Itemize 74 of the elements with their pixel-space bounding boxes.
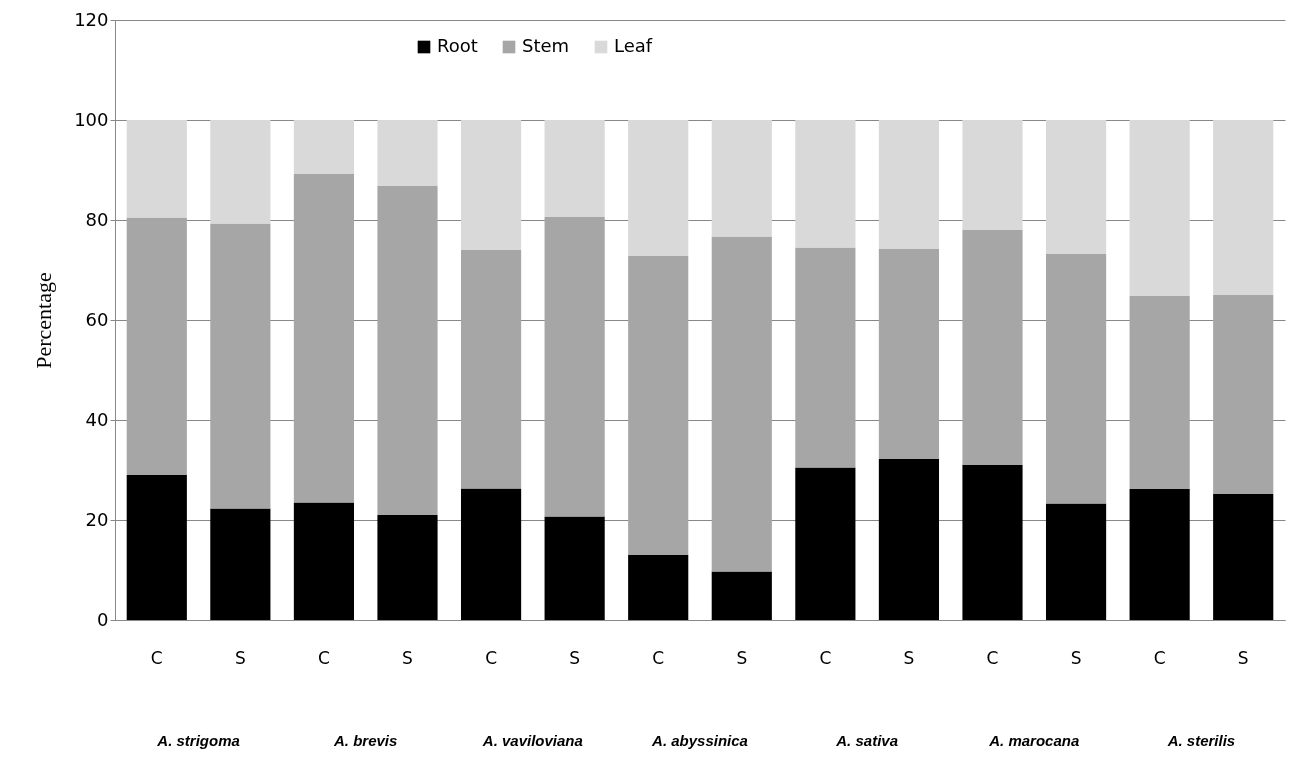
bar: [126, 475, 187, 620]
text: A. marocana: [989, 732, 1080, 749]
legend-label: Stem: [522, 35, 570, 56]
y-tick-label: 120: [74, 8, 109, 30]
bar: [377, 120, 438, 186]
bar: [711, 571, 772, 620]
text: A. brevis: [334, 732, 398, 749]
y-tick-label: 0: [97, 608, 109, 630]
bar: [711, 236, 772, 572]
bar: [795, 467, 856, 620]
bar: [1129, 489, 1190, 620]
bar: [1213, 494, 1274, 620]
bar: [878, 249, 940, 459]
bar: [544, 516, 605, 620]
y-axis-title: Percentage: [31, 272, 57, 369]
x-tick-label: C: [150, 647, 163, 668]
bar: [126, 217, 187, 475]
bar: [460, 250, 522, 489]
y-tick-label: 60: [85, 308, 109, 330]
bar: [544, 217, 605, 517]
y-tick-label: 40: [85, 408, 109, 430]
bar: [628, 120, 689, 256]
bar: [460, 488, 522, 620]
bar: [878, 120, 940, 249]
bar: [293, 502, 355, 620]
bar: [795, 120, 856, 248]
text: A. strigoma: [157, 732, 240, 749]
bar: [1045, 254, 1107, 504]
x-tick-label: C: [1153, 647, 1166, 668]
legend-label: Root: [437, 35, 478, 56]
x-tick-label: S: [402, 647, 413, 668]
bar: [1129, 120, 1190, 296]
text: A. vaviloviana: [482, 732, 583, 749]
bar: [293, 120, 355, 174]
bar: [460, 120, 522, 250]
bar: [210, 223, 271, 509]
bar: [962, 120, 1023, 230]
y-tick-label: 80: [85, 208, 109, 230]
text: A. sativa: [836, 732, 898, 749]
bar: [711, 120, 772, 237]
x-tick-label: S: [903, 647, 915, 668]
x-tick-label: S: [569, 647, 581, 668]
text: A. sterilis: [1167, 732, 1236, 749]
bar: [544, 120, 605, 217]
bar: [962, 230, 1023, 465]
bar: [377, 515, 438, 620]
bar: [210, 508, 271, 620]
bar: [210, 120, 271, 224]
bar: [1129, 296, 1190, 489]
y-tick-label: 20: [85, 508, 109, 530]
y-tick-label: 100: [74, 108, 109, 130]
x-tick-label: C: [819, 647, 832, 668]
x-tick-label: S: [1070, 647, 1082, 668]
bar: [126, 120, 187, 218]
bar: [628, 555, 689, 620]
bar: [795, 247, 856, 468]
bar: [1045, 120, 1107, 254]
bar: [962, 465, 1023, 620]
bar: [377, 186, 438, 515]
text: A. abyssinica: [652, 732, 748, 749]
bar: [628, 256, 689, 555]
bar: [1213, 120, 1274, 295]
x-tick-label: C: [485, 647, 498, 668]
x-tick-label: S: [1237, 647, 1249, 668]
x-tick-label: C: [986, 647, 999, 668]
bar: [1213, 295, 1274, 494]
legend-label: Leaf: [614, 35, 653, 56]
bar: [1045, 503, 1107, 620]
bar: [293, 174, 355, 503]
bar: [878, 459, 940, 620]
x-tick-label: C: [652, 647, 665, 668]
x-tick-label: S: [736, 647, 748, 668]
x-tick-label: S: [234, 647, 246, 668]
x-tick-label: C: [317, 647, 330, 668]
